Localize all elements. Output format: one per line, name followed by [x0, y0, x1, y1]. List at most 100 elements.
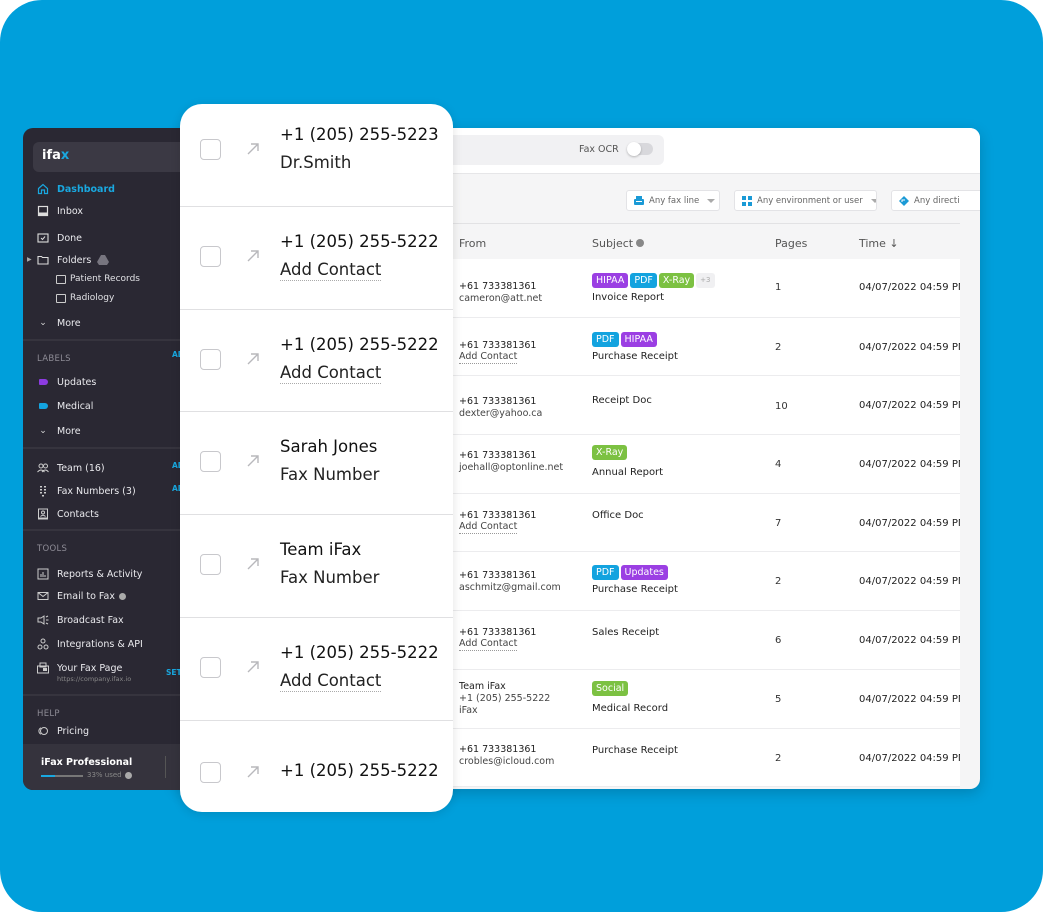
sidebar-item-contacts[interactable]: Contacts [37, 508, 99, 520]
row-checkbox[interactable] [200, 761, 221, 783]
table-row[interactable]: +61 733381361 joehall@optonline.net X-Ra… [445, 435, 960, 494]
environment-icon [742, 195, 752, 206]
row-checkbox[interactable] [200, 656, 221, 678]
plan-name: iFax Professional [41, 757, 133, 768]
environment-filter[interactable]: Any environment or user [734, 190, 877, 211]
chevron-down-icon [707, 198, 716, 203]
info-icon[interactable] [125, 772, 132, 779]
table-row[interactable]: +61 733381361 Add Contact PDF HIPAA Purc… [445, 318, 960, 377]
sidebar-item-inbox[interactable]: Inbox [37, 205, 83, 217]
list-item[interactable]: +1 (205) 255-5223 Dr.Smith [180, 104, 453, 207]
column-from[interactable]: From [459, 237, 487, 250]
direction-icon [899, 195, 909, 206]
sidebar-item-label: Folders [57, 254, 92, 266]
account-switcher[interactable]: ifax ⌄ [33, 142, 193, 172]
sidebar-more-button[interactable]: ⌄ More [37, 317, 80, 329]
pages: 7 [775, 517, 782, 529]
tag-pdf[interactable]: PDF [592, 331, 619, 347]
from-number: +61 733381361 [459, 396, 537, 408]
sidebar-item-reports[interactable]: Reports & Activity [37, 568, 142, 580]
row-checkbox[interactable] [200, 245, 221, 267]
list-item[interactable]: +1 (205) 255-5222 Add Contact [180, 310, 453, 413]
row-checkbox[interactable] [200, 554, 221, 576]
sidebar-item-fax-numbers[interactable]: Fax Numbers (3) [37, 485, 136, 497]
direction-filter[interactable]: Any directi [891, 190, 980, 211]
add-contact-link[interactable]: Add Contact [280, 259, 382, 281]
tag-pdf[interactable]: PDF [630, 273, 657, 288]
tag-social[interactable]: Social [592, 680, 629, 696]
sidebar-item-pricing[interactable]: Pricing [37, 725, 89, 737]
outgoing-arrow-icon [247, 558, 259, 570]
fax-table: From Subject Pages Time ↓ +61 733381361 … [445, 223, 960, 789]
tag-hipaa[interactable]: HIPAA [620, 331, 657, 347]
row-checkbox[interactable] [200, 451, 221, 473]
more-tags-badge[interactable]: +3 [696, 273, 715, 288]
done-icon [37, 233, 49, 243]
add-contact-link[interactable]: Add Contact [459, 350, 518, 364]
add-contact-link[interactable]: Add Contact [280, 362, 382, 384]
sidebar-item-dashboard[interactable]: Dashboard [37, 183, 115, 195]
sidebar-item-email-to-fax[interactable]: Email to Fax [37, 590, 126, 602]
label-updates[interactable]: Updates [37, 376, 96, 388]
subject: Office Doc [592, 509, 644, 521]
table-row[interactable]: +61 733381361 crobles@icloud.com Purchas… [445, 729, 960, 788]
outgoing-arrow-icon [247, 455, 259, 467]
tag-xray[interactable]: X-Ray [592, 445, 628, 461]
folder-patient-records[interactable]: Patient Records [56, 274, 140, 284]
sidebar-item-broadcast-fax[interactable]: Broadcast Fax [37, 614, 124, 626]
fax-line-filter[interactable]: Any fax line [626, 190, 720, 211]
add-contact-link[interactable]: Add Contact [280, 670, 382, 692]
sidebar-item-folders[interactable]: Folders [37, 254, 110, 266]
set-fax-page-button[interactable]: SET [166, 668, 182, 677]
from-number: +61 733381361 [459, 627, 537, 639]
sidebar-item-done[interactable]: Done [37, 232, 82, 244]
sidebar-item-fax-page[interactable]: Your Fax Page [37, 662, 122, 674]
tag-pdf[interactable]: PDF [592, 565, 619, 581]
table-row[interactable]: +61 733381361 cameron@att.net HIPAA PDF … [445, 259, 960, 318]
plan-usage-panel[interactable]: iFax Professional 33% used [23, 744, 193, 790]
row-checkbox[interactable] [200, 139, 221, 160]
pages: 2 [775, 576, 782, 588]
list-item[interactable]: +1 (205) 255-5222 [180, 721, 453, 812]
list-item[interactable]: Sarah Jones Fax Number [180, 412, 453, 516]
list-item[interactable]: Team iFax Fax Number [180, 515, 453, 618]
sidebar-item-team[interactable]: Team (16) [37, 462, 105, 474]
table-row[interactable]: +61 733381361 aschmitz@gmail.com PDF Upd… [445, 552, 960, 612]
list-item[interactable]: +1 (205) 255-5222 Add Contact [180, 207, 453, 310]
info-icon[interactable] [118, 592, 126, 600]
column-subject[interactable]: Subject [592, 237, 645, 250]
column-pages[interactable]: Pages [775, 237, 808, 250]
time: 04/07/2022 04:59 PM [859, 576, 960, 588]
table-row[interactable]: +61 733381361 Add Contact Office Doc 7 0… [445, 494, 960, 553]
sidebar-item-integrations[interactable]: Integrations & API [37, 638, 143, 650]
add-contact-link[interactable]: Add Contact [459, 520, 518, 534]
add-contact-link[interactable]: Add Contact [459, 638, 518, 652]
table-row[interactable]: Team iFax +1 (205) 255-5222 iFax Social … [445, 670, 960, 729]
table-row[interactable]: +61 733381361 Add Contact Sales Receipt … [445, 611, 960, 670]
contact-type: Fax Number [280, 465, 380, 485]
column-time[interactable]: Time ↓ [859, 237, 899, 250]
tag-hipaa[interactable]: HIPAA [592, 273, 629, 288]
folder-icon [37, 255, 49, 265]
fax-numbers-icon [40, 486, 46, 497]
fax-ocr-toggle[interactable] [627, 142, 653, 156]
subject: Invoice Report [592, 292, 665, 303]
from-number: +61 733381361 [459, 570, 537, 582]
expand-folders-icon[interactable]: ▶ [27, 256, 32, 263]
from-number: +1 (205) 255-5222 [459, 692, 551, 704]
info-icon [636, 239, 645, 247]
labels-more-button[interactable]: ⌄ More [37, 425, 80, 437]
table-header: From Subject Pages Time ↓ [445, 223, 960, 258]
tag-updates[interactable]: Updates [620, 565, 668, 581]
row-checkbox[interactable] [200, 348, 221, 370]
label-medical[interactable]: Medical [37, 400, 93, 412]
folder-radiology[interactable]: Radiology [56, 293, 114, 303]
folder-label: Radiology [70, 293, 115, 303]
divider [165, 756, 166, 778]
table-row[interactable]: +61 733381361 dexter@yahoo.ca Receipt Do… [445, 376, 960, 436]
subject: Purchase Receipt [592, 744, 678, 756]
outgoing-arrow-icon [247, 661, 259, 673]
tag-xray[interactable]: X-Ray [658, 273, 695, 288]
list-item[interactable]: +1 (205) 255-5222 Add Contact [180, 618, 453, 721]
fax-page-url[interactable]: https://company.ifax.io [57, 675, 132, 683]
